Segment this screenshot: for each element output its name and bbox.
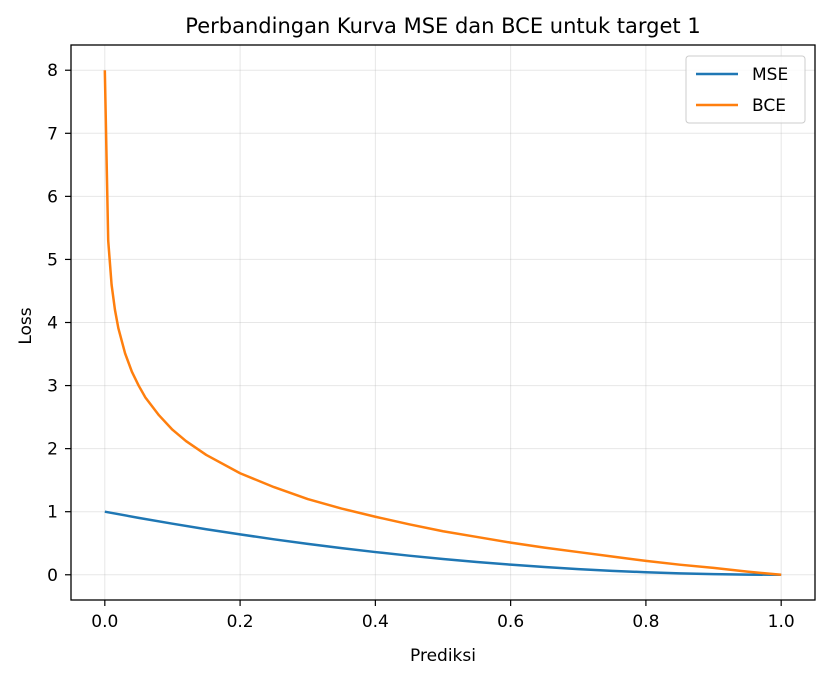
y-tick-label: 7 [47,124,58,144]
x-tick-label: 1.0 [768,612,795,632]
legend-label-mse: MSE [752,65,788,85]
x-tick-label: 0.4 [362,612,389,632]
grid-lines [71,45,815,600]
x-tick-label: 0.6 [497,612,524,632]
y-tick-label: 1 [47,503,58,523]
x-tick-label: 0.0 [91,612,118,632]
y-tick-label: 5 [47,250,58,270]
y-tick-label: 3 [47,377,58,397]
y-tick-label: 8 [47,61,58,81]
y-tick-label: 2 [47,440,58,460]
y-tick-label: 6 [47,187,58,207]
y-tick-label: 4 [47,314,58,334]
x-axis-label: Prediksi [410,646,476,666]
series-line-bce [103,70,782,577]
axis-ticks: 0.0 0.2 0.4 0.6 0.8 1.0 0 1 2 3 4 5 6 7 8 [47,61,795,632]
legend-label-bce: BCE [752,96,786,116]
x-tick-label: 0.2 [227,612,254,632]
y-tick-label: 0 [47,566,58,586]
series-lines [103,70,782,577]
series-line-mse [104,510,782,577]
chart-title: Perbandingan Kurva MSE dan BCE untuk tar… [185,14,700,38]
legend: MSE BCE [685,55,806,124]
y-axis-label: Loss [16,307,36,344]
x-tick-label: 0.8 [632,612,659,632]
